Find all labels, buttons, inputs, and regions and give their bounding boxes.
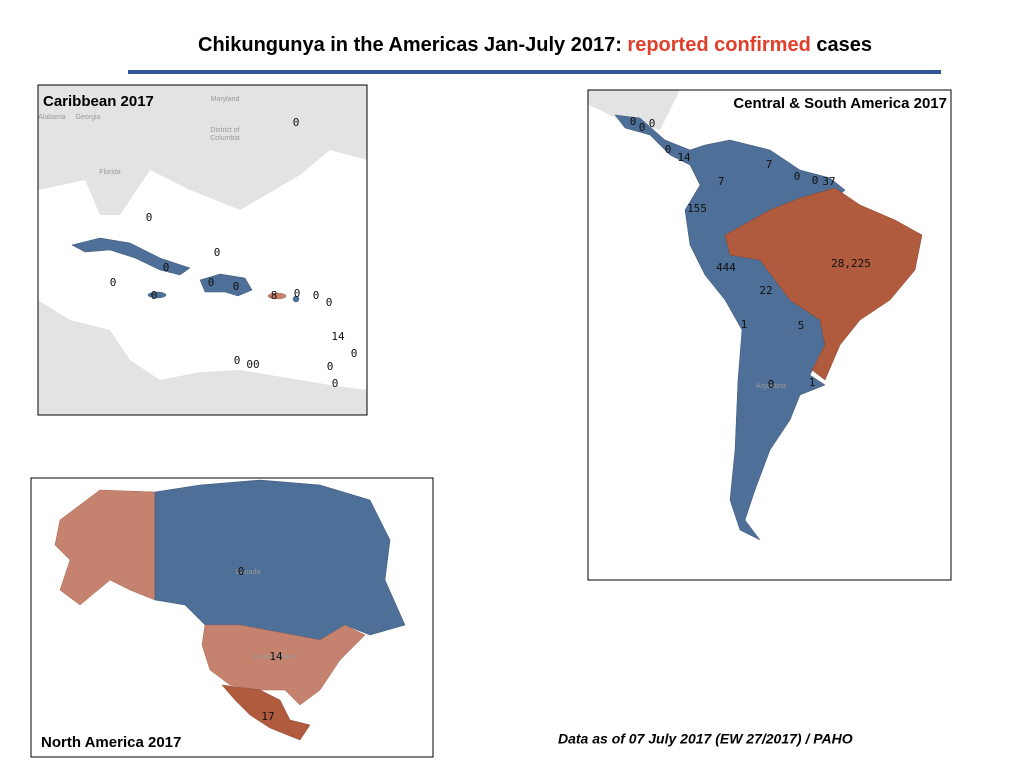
place-name: Argentina (756, 383, 786, 390)
title-highlight: reported confirmed (627, 34, 810, 56)
panel-frame (30, 477, 434, 758)
case-count: 0 (233, 280, 240, 293)
case-count: 28,225 (831, 257, 871, 270)
case-count: 0 (768, 378, 775, 391)
case-count: 5 (798, 319, 805, 332)
place-name: Georgia (76, 114, 101, 121)
case-count: 1 (809, 376, 816, 389)
case-count: 0 (332, 377, 339, 390)
case-count: 0 (639, 121, 646, 134)
case-count: 0 (649, 117, 656, 130)
case-count: 1 (741, 318, 748, 331)
case-count: 37 (822, 175, 835, 188)
case-count: 7 (766, 158, 773, 171)
mexico-land (588, 90, 680, 130)
panel-title: Caribbean 2017 (43, 93, 154, 110)
alaska (54, 489, 156, 606)
latin-america-blue (614, 114, 846, 541)
jamaica (147, 291, 167, 299)
panel-title: North America 2017 (41, 734, 181, 751)
cuba (71, 237, 191, 276)
case-count: 0 (238, 565, 245, 578)
case-count: 0 (812, 174, 819, 187)
case-count: 14 (269, 650, 283, 663)
case-count: 0 (208, 276, 215, 289)
canada (154, 479, 406, 641)
place-name: United States (254, 654, 297, 661)
case-count: 0 (110, 276, 117, 289)
case-count: 0 (146, 211, 153, 224)
case-count: 444 (716, 261, 736, 274)
slide-title: Chikungunya in the Americas Jan-July 201… (198, 34, 872, 56)
case-count: 00 (246, 358, 259, 371)
case-count: 0 (293, 116, 300, 129)
case-count: 0 (313, 289, 320, 302)
case-count: 0 (163, 261, 170, 274)
virgin-islands (292, 295, 300, 303)
place-name: Alabama (38, 114, 66, 121)
place-name: District of (210, 127, 239, 134)
south-america-panel: Central & South America 2017 Argentina 0… (587, 89, 952, 581)
panel-frame (37, 84, 368, 416)
puerto-rico (267, 292, 287, 300)
united-states (201, 624, 366, 706)
place-name: Florida (99, 169, 121, 176)
case-count: 14 (331, 330, 345, 343)
case-count: 0 (630, 115, 637, 128)
case-count: 0 (794, 170, 801, 183)
mexico (221, 684, 311, 741)
north-america-panel: North America 2017 Canada United States … (30, 477, 434, 758)
case-count: 0 (351, 347, 358, 360)
us-land (38, 85, 367, 215)
hispaniola (199, 273, 253, 297)
caribbean-panel: Caribbean 2017 Maryland Alabama Georgia … (37, 84, 368, 416)
place-name: Canada (236, 569, 261, 576)
case-count: 0 (326, 296, 333, 309)
title-end: cases (816, 34, 872, 56)
source-note: Data as of 07 July 2017 (EW 27/2017) / P… (558, 731, 853, 747)
case-count: 0 (294, 287, 301, 300)
case-count: 8 (271, 289, 278, 302)
case-count: 14 (677, 151, 691, 164)
place-name: Columbia (210, 135, 240, 142)
case-count: 0 (665, 143, 672, 156)
title-start: Chikungunya in the Americas Jan-July 201… (198, 34, 622, 56)
case-count: 22 (759, 284, 772, 297)
place-name: Maryland (211, 96, 240, 103)
case-count: 0 (327, 360, 334, 373)
brazil (724, 187, 923, 381)
case-count: 155 (687, 202, 707, 215)
case-count: 0 (234, 354, 241, 367)
case-count: 0 (214, 246, 221, 259)
case-count: 17 (261, 710, 274, 723)
case-count: 7 (718, 175, 725, 188)
panel-title: Central & South America 2017 (733, 95, 947, 112)
south-land (38, 300, 367, 415)
case-count: 0 (151, 289, 158, 302)
title-rule (128, 70, 941, 74)
panel-frame (587, 89, 952, 581)
